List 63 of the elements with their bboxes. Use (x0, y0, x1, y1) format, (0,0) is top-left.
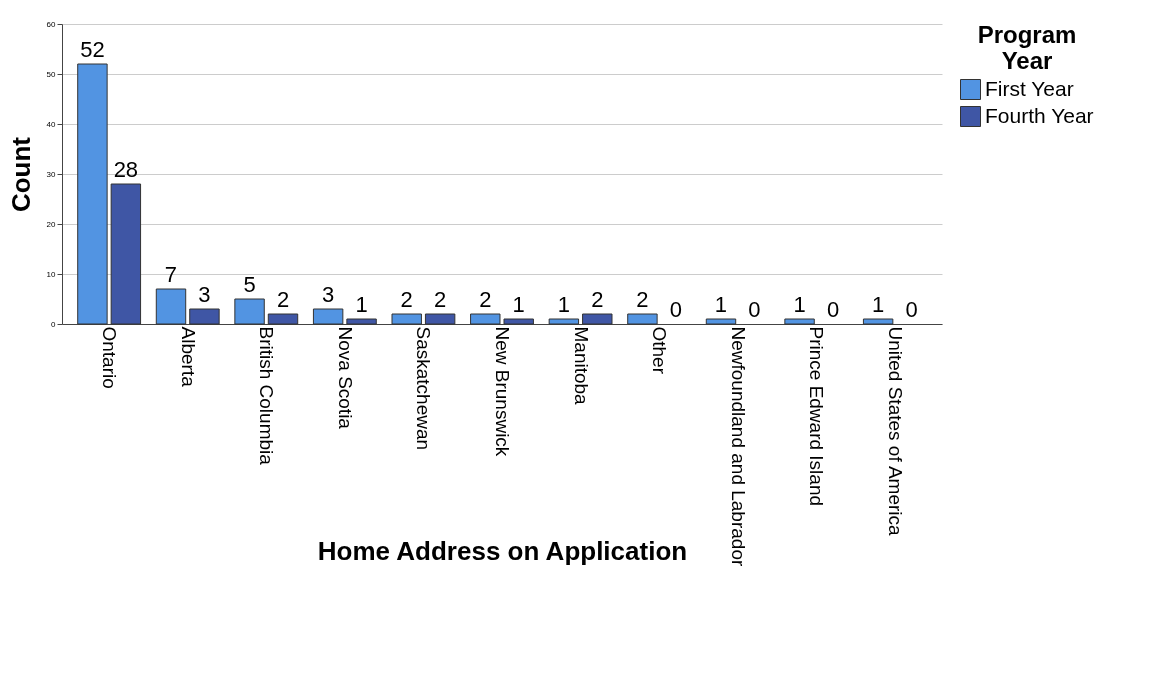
y-tick-label: 0 (51, 319, 57, 329)
data-label: 52 (80, 37, 105, 62)
data-label: 0 (905, 297, 918, 322)
bar (470, 313, 501, 325)
bar (110, 183, 142, 325)
data-label: 2 (636, 287, 649, 312)
data-label: 0 (669, 297, 682, 322)
y-tick-label: 60 (46, 19, 57, 29)
data-label: 1 (714, 292, 728, 317)
data-label: 0 (748, 297, 761, 322)
x-tick-label: Saskatchewan (413, 326, 435, 451)
bar (862, 318, 894, 325)
bar (627, 313, 658, 325)
x-tick-label: New Brunswick (492, 326, 513, 457)
data-label: 1 (793, 292, 806, 317)
y-tick-label: 20 (46, 219, 57, 229)
data-label: 5 (243, 272, 256, 297)
y-tick-label: 30 (46, 169, 57, 179)
data-label: 2 (591, 287, 604, 312)
bar (346, 318, 377, 325)
bar (234, 298, 265, 325)
data-label: 7 (164, 262, 178, 287)
data-label: 3 (322, 282, 335, 307)
bar (582, 313, 613, 325)
x-tick-label: Prince Edward Island (806, 326, 828, 507)
data-label: 28 (113, 157, 139, 182)
legend-label: First Year (985, 76, 1074, 100)
x-tick-label: United States of America (884, 326, 906, 537)
x-tick-label: Ontario (99, 326, 121, 389)
data-label: 2 (400, 287, 413, 312)
data-label: 1 (355, 292, 368, 317)
data-label: 2 (479, 287, 492, 312)
bar (705, 318, 737, 325)
y-tick-label: 40 (46, 119, 57, 129)
data-label: 2 (276, 287, 290, 312)
data-label: 0 (826, 297, 840, 322)
bar (503, 318, 534, 325)
bar (77, 63, 108, 325)
y-tick-label: 50 (46, 69, 57, 79)
x-axis-title: Home Address on Application (317, 535, 688, 566)
x-tick-label: Nova Scotia (334, 326, 356, 430)
data-label: 1 (557, 292, 570, 317)
y-tick-label: 10 (46, 269, 57, 279)
legend-title: Program Year (977, 21, 1077, 74)
bar (189, 308, 220, 325)
bar (391, 313, 422, 325)
bar (155, 288, 187, 325)
bar (267, 313, 299, 325)
x-tick-label: Manitoba (570, 326, 592, 406)
bar (424, 313, 456, 325)
data-label: 2 (434, 287, 447, 312)
y-axis-title: Count (5, 136, 36, 213)
bar (548, 318, 580, 325)
data-label: 1 (512, 292, 525, 317)
data-label: 3 (198, 282, 211, 307)
x-tick-label: British Columbia (256, 326, 278, 466)
bar (312, 308, 344, 325)
legend-label: Fourth Year (985, 103, 1094, 127)
x-tick-label: Other (649, 326, 671, 375)
x-tick-label: Alberta (177, 326, 199, 388)
x-tick-label: Newfoundland and Labrador (727, 326, 749, 567)
bar (784, 318, 815, 325)
data-label: 1 (872, 292, 885, 317)
